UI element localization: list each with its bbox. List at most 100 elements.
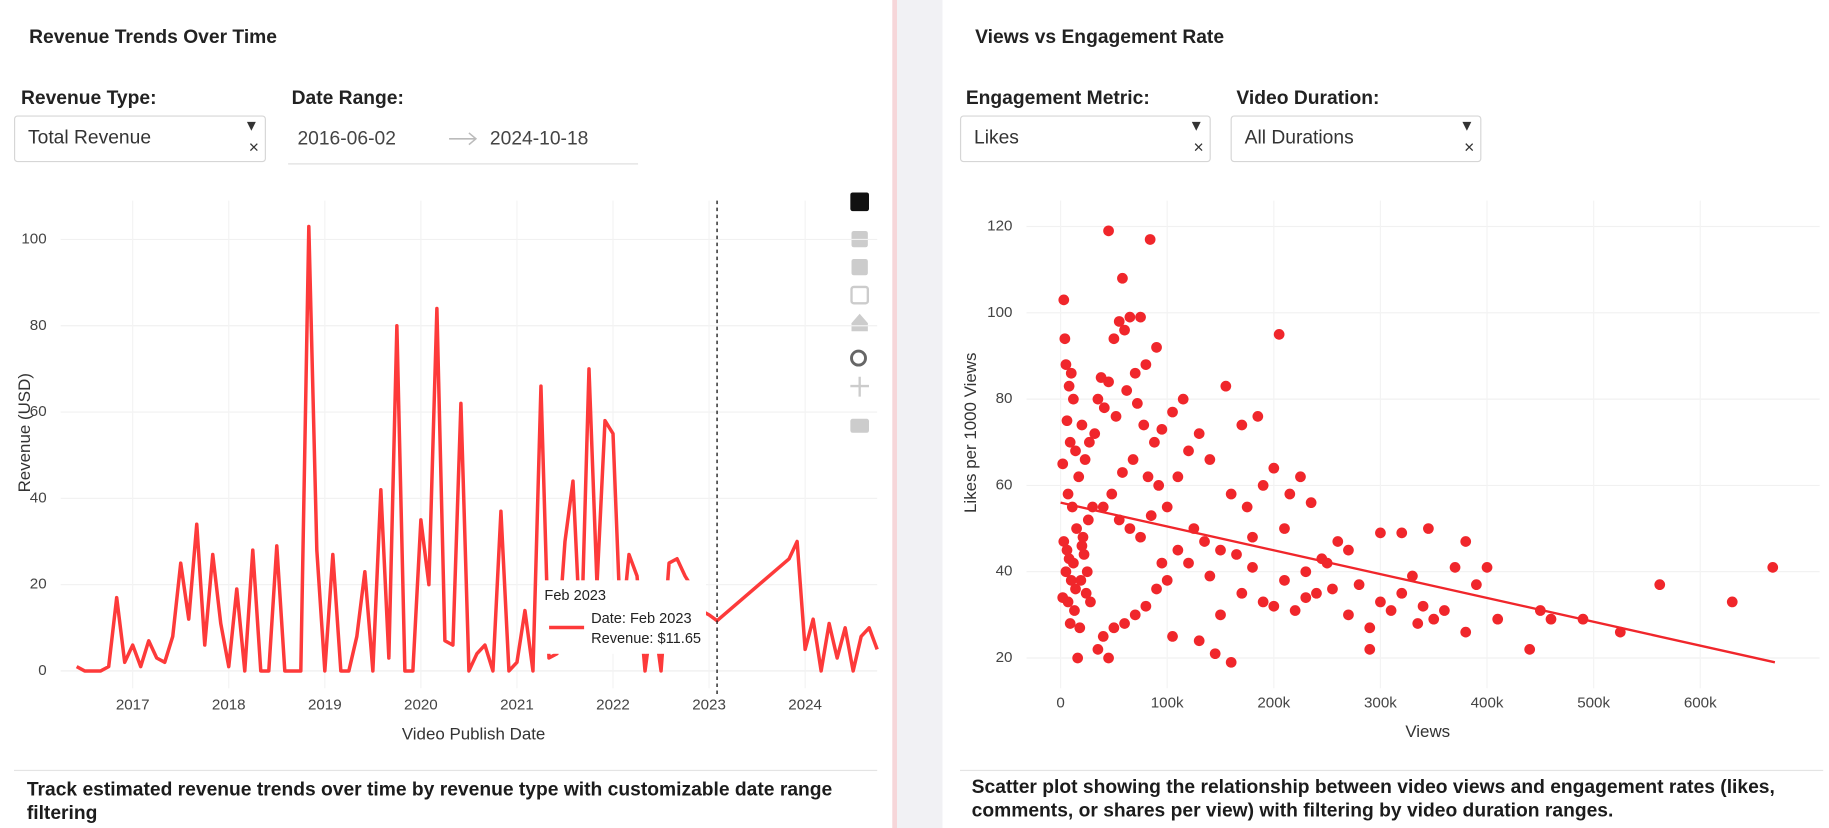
scatter-point — [1068, 393, 1079, 405]
tooltip-box — [539, 580, 706, 654]
caret[interactable]: ▼ — [1188, 116, 1204, 135]
clear[interactable]: × — [1193, 137, 1204, 158]
scatter-point — [1103, 376, 1114, 388]
scatter-point — [1247, 562, 1258, 573]
scatter-point — [1119, 324, 1130, 336]
y-tick-label: 80 — [30, 317, 47, 334]
caret[interactable]: ▼ — [1459, 116, 1475, 135]
scatter-point — [1332, 536, 1344, 547]
scatter-point — [1305, 497, 1317, 509]
start-date[interactable]: 2016-06-02 — [297, 128, 396, 150]
scatter-point — [1124, 523, 1136, 534]
modebar[interactable] — [850, 192, 870, 433]
caret[interactable]: ▼ — [243, 116, 259, 135]
scatter-point — [1177, 393, 1189, 405]
scatter-point — [1279, 523, 1290, 534]
scatter-point — [1172, 544, 1184, 556]
scatter-point — [1098, 402, 1110, 414]
panel-title: Revenue Trends Over Time — [29, 26, 277, 48]
scatter-point — [1135, 311, 1146, 323]
scatter-point — [1140, 359, 1152, 370]
scatter-point — [1060, 359, 1072, 370]
scatter-point — [1071, 523, 1082, 534]
scatter-point — [1080, 587, 1092, 599]
scatter-point — [1396, 527, 1408, 539]
charts: 0 20 40 60 80 100 2017 2018 2019 2020 2021 2022 2023… — [15, 192, 1820, 743]
scatter-point — [1654, 579, 1666, 591]
modebar-button[interactable] — [850, 285, 870, 305]
scatter-point — [1279, 574, 1290, 586]
panel-title: Views vs Engagement Rate — [975, 26, 1225, 48]
x-tick-label: 500k — [1577, 694, 1610, 711]
modebar-button[interactable] — [850, 349, 867, 367]
dropdown[interactable]: All Durations ▼ × — [1230, 115, 1482, 163]
dropdown-value: Total Revenue — [27, 127, 152, 149]
scatter-point — [1142, 471, 1154, 483]
scatter-point — [1153, 480, 1165, 491]
modebar-button[interactable] — [850, 418, 870, 433]
clear[interactable]: × — [1464, 137, 1475, 158]
x-axis-label: Views — [1405, 722, 1450, 741]
y-tick-label: 0 — [38, 662, 46, 679]
scatter-point — [1545, 613, 1557, 625]
range-arrow — [449, 132, 478, 146]
modebar-button[interactable] — [850, 192, 870, 212]
scatter-point — [1199, 536, 1210, 547]
scatter-point — [1161, 574, 1173, 586]
scatter-point — [1058, 294, 1070, 306]
x-tick-label: 300k — [1364, 694, 1397, 711]
scatter-point — [1396, 587, 1408, 599]
scatter-point — [1140, 600, 1152, 612]
scatter-point — [1236, 419, 1248, 431]
y-tick-label: 80 — [996, 390, 1013, 407]
separator — [13, 769, 878, 772]
scatter-point — [1135, 531, 1146, 543]
dropdown[interactable]: Total Revenue ▼ × — [13, 115, 266, 163]
scatter-point — [1131, 398, 1143, 409]
scatter-point — [1353, 579, 1365, 591]
x-tick-label: 400k — [1471, 694, 1504, 711]
y-tick-label: 120 — [987, 218, 1012, 235]
scatter-point — [1268, 462, 1280, 474]
scatter-point — [1065, 574, 1077, 586]
scatter-point — [1284, 488, 1296, 500]
scatter-point — [1070, 583, 1081, 595]
modebar-button[interactable] — [851, 313, 868, 332]
scatter-point — [1072, 652, 1084, 664]
scatter-point — [1492, 613, 1504, 625]
scatter-point — [1084, 436, 1095, 448]
control-label: Video Duration: — [1236, 87, 1380, 109]
scatter-point — [1257, 596, 1269, 608]
end-date[interactable]: 2024-10-18 — [489, 128, 589, 150]
divider — [892, 0, 898, 828]
scatter-point — [1121, 385, 1133, 396]
control-label: Revenue Type: — [20, 87, 157, 109]
scatter-point — [1193, 428, 1205, 439]
scatter-point — [1060, 566, 1072, 578]
scatter-point — [1092, 393, 1104, 405]
scatter-point — [1124, 311, 1136, 323]
modebar-button[interactable] — [850, 376, 870, 397]
scatter-point — [1460, 626, 1472, 638]
scatter-point — [1407, 570, 1418, 582]
scatter-point — [1119, 618, 1130, 629]
scatter-point — [1059, 333, 1071, 345]
scatter-point — [1069, 605, 1080, 616]
x-tick-label: 2017 — [116, 697, 150, 714]
dropdown[interactable]: Likes ▼ × — [959, 115, 1211, 163]
scatter-point — [1273, 329, 1285, 340]
clear[interactable]: × — [248, 137, 259, 158]
scatter-point — [1193, 635, 1205, 647]
modebar-button[interactable] — [851, 258, 868, 276]
scatter-point — [1215, 544, 1226, 556]
scatter-point — [1074, 622, 1086, 634]
x-tick-label: 2019 — [308, 697, 342, 714]
x-tick-label: 2022 — [596, 697, 630, 714]
y-tick-label: 100 — [987, 304, 1012, 321]
scatter-point — [1117, 272, 1128, 284]
scatter-point — [1156, 557, 1168, 569]
scatter-point — [1300, 566, 1312, 578]
tooltip-title: Feb 2023 — [544, 588, 606, 604]
control-label: Date Range: — [291, 87, 404, 109]
